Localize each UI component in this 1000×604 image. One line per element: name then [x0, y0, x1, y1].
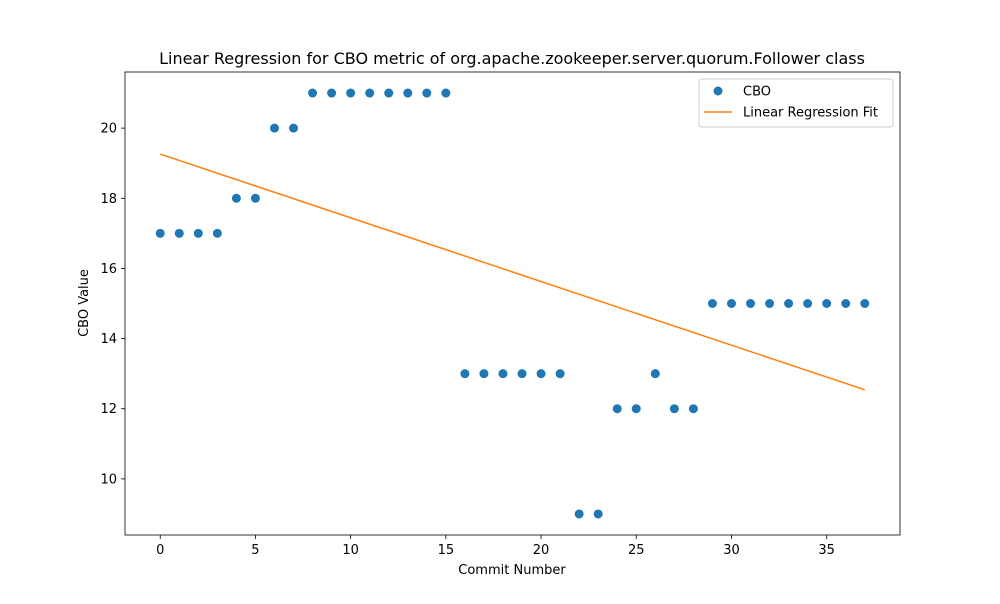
y-tick-label: 10 [100, 472, 117, 487]
data-point [231, 193, 241, 203]
data-point [784, 299, 794, 308]
y-tick-label: 12 [100, 402, 117, 417]
data-point [650, 369, 660, 379]
data-point [212, 228, 222, 238]
data-point [822, 299, 832, 308]
y-tick-label: 14 [100, 332, 117, 347]
x-tick-label: 20 [533, 543, 550, 558]
data-point [441, 88, 451, 98]
x-tick-label: 5 [251, 543, 259, 558]
data-point [289, 123, 299, 133]
data-point [726, 299, 736, 308]
legend-marker-swatch [713, 86, 723, 96]
data-point [765, 299, 775, 308]
y-tick-label: 16 [100, 262, 117, 277]
chart-title: Linear Regression for CBO metric of org.… [159, 49, 865, 68]
data-point [593, 509, 603, 519]
data-point [669, 404, 679, 414]
data-point [841, 299, 851, 308]
data-point [536, 369, 546, 379]
data-point [688, 404, 698, 414]
data-point [193, 228, 203, 238]
y-tick-label: 18 [100, 192, 117, 207]
data-point [155, 228, 165, 238]
x-axis-label: Commit Number [458, 563, 566, 578]
x-tick-label: 25 [628, 543, 645, 558]
data-point [422, 88, 432, 98]
data-point [631, 404, 641, 414]
data-point [269, 123, 279, 133]
y-axis-label: CBO Value [77, 269, 92, 337]
data-point [250, 193, 260, 203]
data-point [308, 88, 318, 98]
data-point [707, 299, 717, 308]
data-point [327, 88, 337, 98]
data-point [555, 369, 565, 379]
data-point [403, 88, 413, 98]
legend-label: Linear Regression Fit [743, 106, 878, 121]
legend: CBO Linear Regression Fit [698, 78, 894, 128]
data-point [612, 404, 622, 414]
data-point [746, 299, 756, 308]
data-point [346, 88, 356, 98]
x-tick-label: 15 [438, 543, 455, 558]
data-point [517, 369, 527, 379]
x-tick-label: 0 [156, 543, 164, 558]
x-tick-label: 10 [342, 543, 359, 558]
x-tick-label: 30 [723, 543, 740, 558]
x-tick-label: 35 [818, 543, 835, 558]
data-point [498, 369, 508, 379]
y-tick-label: 20 [100, 122, 117, 137]
data-point [479, 369, 489, 379]
regression-line [159, 153, 866, 391]
legend-box [698, 78, 894, 128]
data-point [460, 369, 470, 379]
data-point [174, 228, 184, 238]
data-point [384, 88, 394, 98]
data-point [365, 88, 375, 98]
axes-frame [124, 71, 901, 536]
data-point [803, 299, 813, 308]
data-point [860, 299, 870, 308]
plot-area: 0 5 10 15 20 25 30 35 10 12 14 16 18 20 [100, 71, 901, 558]
data-point [574, 509, 584, 519]
legend-label: CBO [743, 85, 771, 100]
